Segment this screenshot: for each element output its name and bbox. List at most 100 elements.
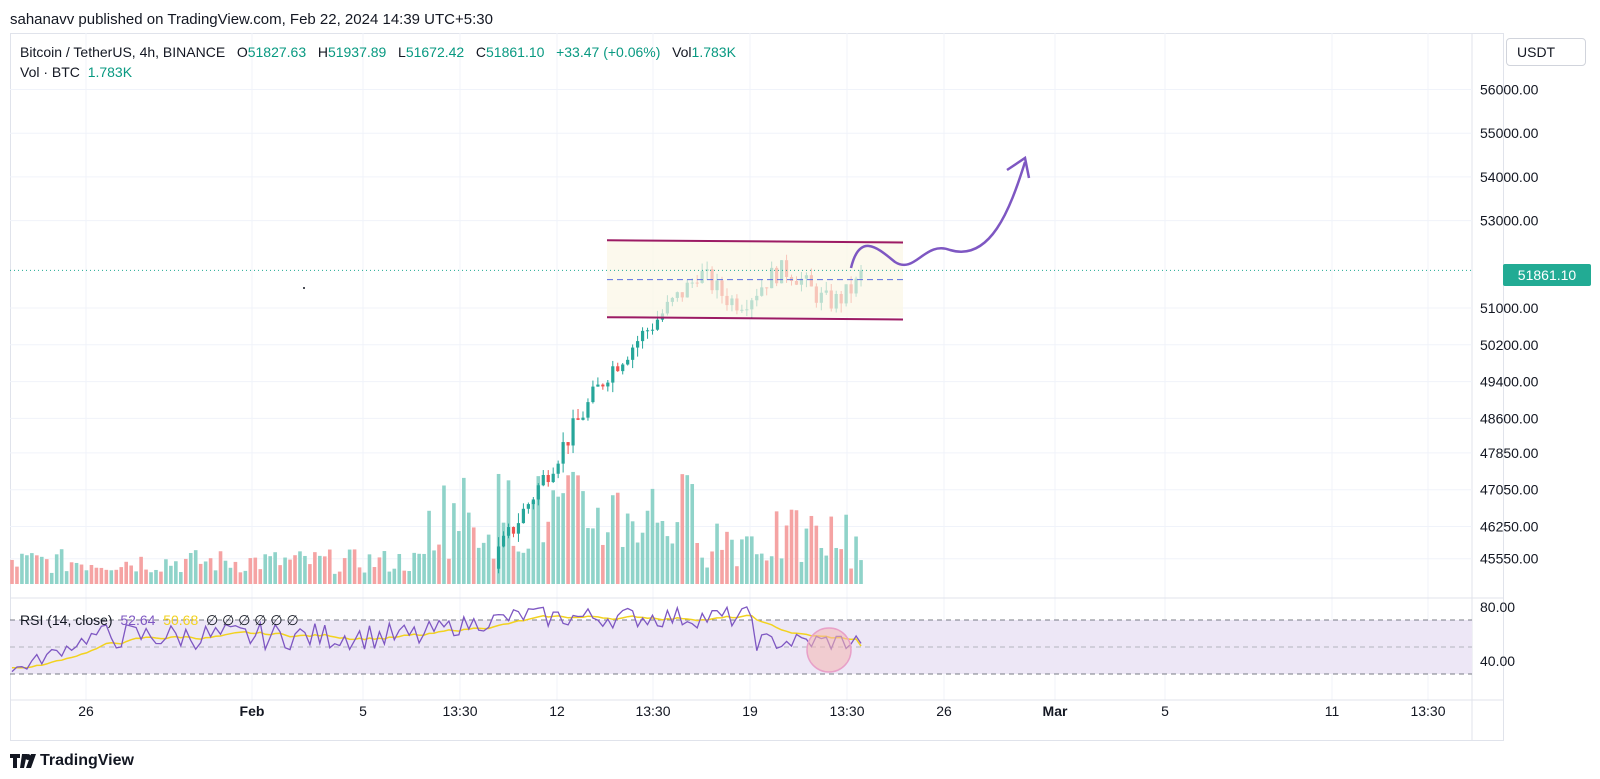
volume-bar <box>332 573 337 584</box>
volume-bar <box>844 514 848 584</box>
rsi-title[interactable]: RSI (14, close) <box>20 612 113 628</box>
price-tick-label: 47050.00 <box>1480 482 1539 498</box>
volume-bar <box>596 507 600 584</box>
volume-bar <box>576 475 580 584</box>
volume-bar <box>591 528 595 584</box>
price-tick-label: 55000.00 <box>1480 125 1539 141</box>
candle-body <box>546 475 550 483</box>
volume-bar <box>183 558 188 584</box>
volume-bar <box>422 553 426 584</box>
volume-bar <box>159 571 163 584</box>
volume-bar <box>745 536 749 584</box>
currency-selector[interactable]: USDT <box>1506 38 1586 66</box>
volume-bar <box>193 550 198 584</box>
volume-bar <box>834 547 839 584</box>
candle-body <box>621 364 625 372</box>
candle-body <box>536 485 540 500</box>
volume-bar <box>293 555 297 584</box>
volume-bar <box>169 565 173 584</box>
price-tick-label: 49400.00 <box>1480 374 1539 390</box>
volume-bar <box>769 556 774 584</box>
volume-bar <box>318 555 322 584</box>
volume-bar <box>44 559 49 584</box>
symbol-title[interactable]: Bitcoin / TetherUS, 4h, BINANCE <box>20 44 226 60</box>
time-tick-label: 5 <box>1161 703 1169 719</box>
volume-bar <box>581 491 585 584</box>
volume-bar <box>223 560 228 584</box>
volume-bar <box>74 562 79 584</box>
time-tick-label: 13:30 <box>635 703 670 719</box>
candle-body <box>606 382 610 387</box>
low-label: L <box>398 44 406 60</box>
volume-bar <box>243 570 248 584</box>
volume-bar <box>437 544 441 584</box>
volume-bar <box>134 571 138 584</box>
volume-bar <box>25 555 29 584</box>
volume-bar <box>412 552 416 584</box>
volume-bar <box>139 556 143 584</box>
close-label: C <box>475 44 487 60</box>
footer-brand-label: TradingView <box>40 752 134 769</box>
volume-bar <box>476 547 481 584</box>
price-tick-label: 53000.00 <box>1480 213 1539 229</box>
candle-body <box>521 508 526 524</box>
volume-bar <box>308 564 312 584</box>
volume-bar <box>601 544 605 584</box>
ohlc-legend: Bitcoin / TetherUS, 4h, BINANCE O51827.6… <box>20 44 736 60</box>
volume-bar <box>253 557 258 584</box>
volume-bar <box>645 510 650 584</box>
time-tick-label: 26 <box>78 703 94 719</box>
volume-bar <box>799 561 804 584</box>
rsi-value: 52.64 <box>120 612 156 628</box>
volume-bar <box>288 559 292 584</box>
close-value: 51861.10 <box>486 44 545 60</box>
volume-bar <box>814 525 819 584</box>
volume-bar <box>720 549 724 584</box>
volume-bar <box>824 555 829 584</box>
projection-curve <box>849 161 1027 269</box>
volume-bar <box>491 558 496 584</box>
candle-body <box>556 463 560 474</box>
vol-label: Vol <box>672 44 692 60</box>
volume-bar <box>10 559 14 584</box>
chart-frame[interactable] <box>10 33 1504 741</box>
channel-lower-line <box>606 316 904 321</box>
volume-bar <box>298 551 302 584</box>
volume-bar <box>670 543 675 584</box>
footer-brand[interactable]: TradingView <box>10 752 134 770</box>
open-value: 51827.63 <box>247 44 307 60</box>
candle-body <box>616 366 620 372</box>
volume-bar <box>685 475 690 584</box>
volume-bar <box>303 555 307 584</box>
candle-body <box>645 330 650 332</box>
rsi-ma-value: 50.68 <box>163 612 199 628</box>
volume-bar <box>233 561 238 584</box>
volume-bar <box>695 543 699 584</box>
volume-bar <box>705 567 709 584</box>
volume-bar <box>774 511 779 584</box>
volume-bar <box>586 528 590 584</box>
candle-body <box>516 523 521 534</box>
volume-bar <box>640 532 645 584</box>
rsi-line <box>11 605 862 673</box>
volume-bar <box>789 509 794 584</box>
open-label: O <box>236 44 248 60</box>
volume-bar <box>407 571 412 584</box>
volume-bar <box>94 567 99 584</box>
volume-bar <box>526 548 531 584</box>
time-tick-label: 26 <box>936 703 952 719</box>
candle-body <box>581 417 585 420</box>
high-label: H <box>317 44 328 60</box>
volume-bar <box>119 567 124 584</box>
volume-bar <box>367 554 372 584</box>
volume-bar <box>59 549 64 584</box>
volume-bar <box>30 553 34 584</box>
volume-bar <box>203 561 208 584</box>
volume-bar <box>337 571 342 584</box>
volume-bar <box>64 571 69 584</box>
volume-bar <box>164 559 168 584</box>
volume-bar <box>248 558 253 584</box>
time-tick-label: Feb <box>240 703 265 719</box>
volume-bar <box>794 510 799 584</box>
